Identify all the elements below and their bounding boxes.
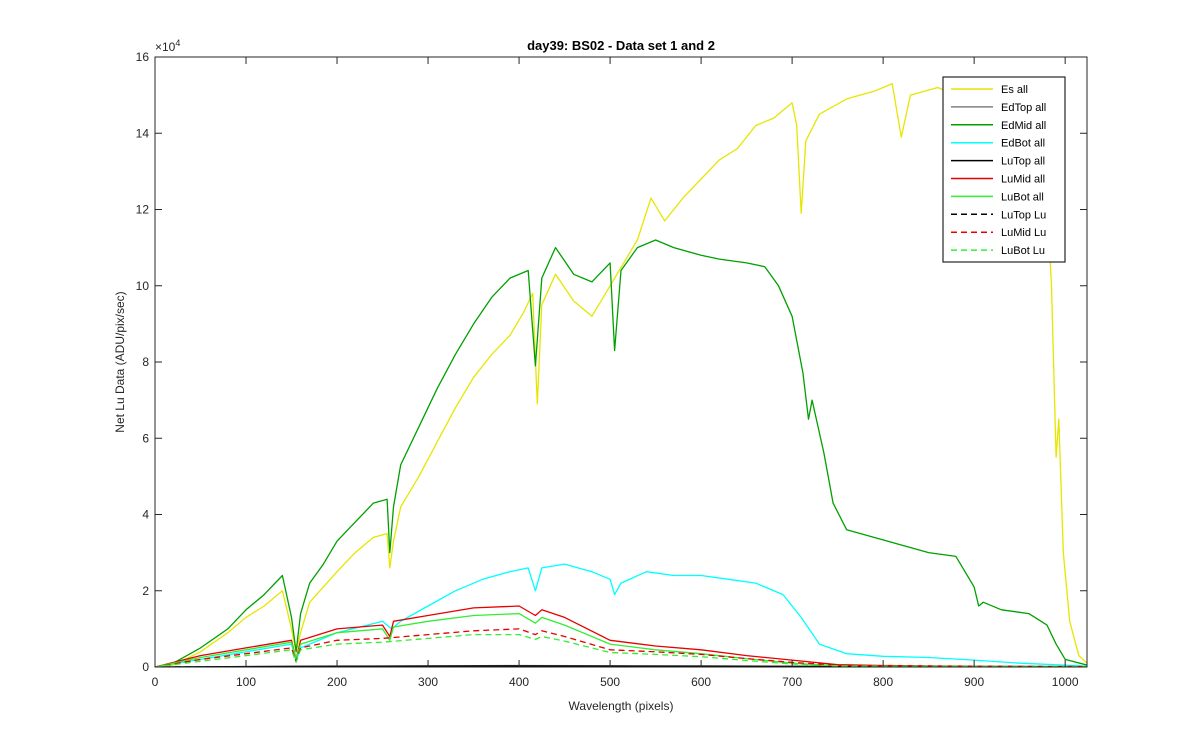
- x-tick-label: 900: [964, 675, 984, 689]
- legend-entry: LuTop Lu: [1001, 209, 1046, 221]
- y-tick-label: 0: [142, 660, 149, 674]
- x-tick-label: 200: [327, 675, 347, 689]
- chart-title: day39: BS02 - Data set 1 and 2: [527, 38, 715, 53]
- y-tick-label: 10: [136, 279, 150, 293]
- x-tick-label: 600: [691, 675, 711, 689]
- y-axis-label: Net Lu Data (ADU/pix/sec): [113, 291, 127, 432]
- y-tick-label: 8: [142, 355, 149, 369]
- x-tick-label: 700: [782, 675, 802, 689]
- plot-area: [155, 57, 1087, 667]
- legend-entry: LuBot all: [1001, 191, 1044, 203]
- legend-entry: LuMid all: [1001, 174, 1045, 186]
- y-tick-label: 12: [136, 203, 150, 217]
- x-tick-label: 1000: [1052, 675, 1079, 689]
- x-axis-label: Wavelength (pixels): [569, 699, 674, 713]
- legend-entry: EdTop all: [1001, 102, 1046, 114]
- y-tick-label: 4: [142, 508, 149, 522]
- x-tick-label: 100: [236, 675, 256, 689]
- x-tick-label: 800: [873, 675, 893, 689]
- x-tick-label: 300: [418, 675, 438, 689]
- y-axis-exponent-power: 4: [175, 38, 180, 48]
- y-tick-label: 2: [142, 584, 149, 598]
- x-tick-label: 500: [600, 675, 620, 689]
- x-tick-label: 0: [152, 675, 159, 689]
- series-line-9: [155, 633, 1087, 667]
- y-axis-exponent: ×104: [155, 38, 180, 54]
- legend-entry: EdBot all: [1001, 138, 1045, 150]
- legend-entry: LuTop all: [1001, 156, 1045, 168]
- legend-entry: EdMid all: [1001, 120, 1046, 132]
- legend-entry: Es all: [1001, 84, 1028, 96]
- y-tick-label: 16: [136, 50, 150, 64]
- y-tick-label: 14: [136, 126, 150, 140]
- x-tick-label: 400: [509, 675, 529, 689]
- legend-entry: LuBot Lu: [1001, 245, 1045, 257]
- series-line-2: [155, 239, 1087, 667]
- y-axis-exponent-base: ×10: [155, 40, 176, 54]
- legend-box: [942, 76, 1066, 263]
- axis-layer: 0 100 200 300 400 500 600 700 800 900 1000 0 2 4 6 8 10 1…: [136, 50, 1088, 689]
- y-tick-label: 6: [142, 431, 149, 445]
- legend: Es all EdTop all EdMid all EdBot all LuTop a…: [942, 76, 1066, 263]
- legend-entry: LuMid Lu: [1001, 227, 1046, 239]
